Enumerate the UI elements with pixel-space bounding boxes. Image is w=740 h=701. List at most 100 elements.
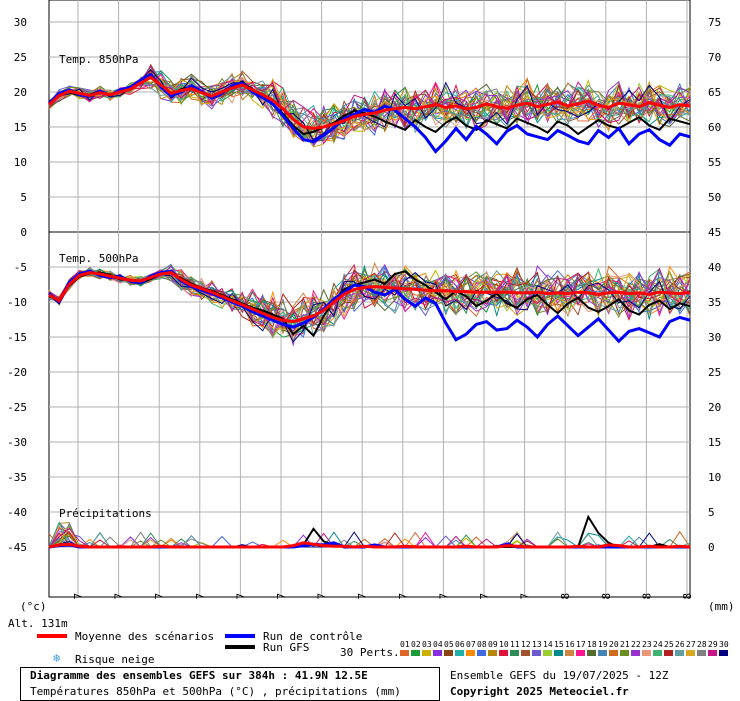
x-tick-label: 03/08 <box>640 593 653 600</box>
pert-swatch <box>609 650 618 656</box>
pert-number: 03 <box>422 640 432 649</box>
gfs-legend-swatch <box>225 645 255 649</box>
left-tick-label: -10 <box>7 296 27 309</box>
pert-swatch <box>433 650 442 656</box>
x-tick-label: 01/08 <box>559 593 572 600</box>
pert-number: 04 <box>433 640 443 649</box>
right-tick-label: 25 <box>708 366 721 379</box>
pert-swatch <box>455 650 464 656</box>
precip-mean-line <box>48 541 691 549</box>
right-tick-label: 0 <box>708 541 715 554</box>
pert-swatch <box>620 650 629 656</box>
pert-number: 26 <box>675 640 685 649</box>
t850-member-line <box>48 74 691 138</box>
pert-number: 18 <box>587 640 597 649</box>
copyright: Copyright 2025 Meteociel.fr <box>450 685 629 698</box>
x-tick-label: 02/08 <box>600 593 613 600</box>
pert-number: 28 <box>697 640 707 649</box>
pert-swatch <box>697 650 706 656</box>
left-tick-label: -45 <box>7 541 27 554</box>
pert-swatch <box>444 650 453 656</box>
pert-swatch <box>565 650 574 656</box>
ensemble-info: Ensemble GEFS du 19/07/2025 - 12Z <box>450 669 669 682</box>
pert-swatch <box>642 650 651 656</box>
pert-number: 07 <box>466 640 476 649</box>
snow-legend-label: Risque neige <box>75 653 155 666</box>
altitude-label: Alt. 131m <box>8 617 68 630</box>
left-tick-label: -20 <box>7 366 27 379</box>
right-tick-label: 35 <box>708 296 721 309</box>
x-tick-label: 25/07 <box>275 593 288 600</box>
pert-swatch <box>499 650 508 656</box>
pert-swatch <box>466 650 475 656</box>
t500-member-line <box>48 267 691 331</box>
pert-swatch <box>675 650 684 656</box>
pert-number: 15 <box>554 640 564 649</box>
control-legend-swatch <box>225 634 255 638</box>
pert-swatch <box>664 650 673 656</box>
x-tick-label: 23/07 <box>194 593 207 600</box>
pert-number: 12 <box>521 640 531 649</box>
right-tick-label: 10 <box>708 471 721 484</box>
pert-swatch <box>631 650 640 656</box>
pert-swatch <box>653 650 662 656</box>
pert-swatch <box>422 650 431 656</box>
precip-panel-label: Précipitations <box>59 507 152 520</box>
pert-swatch <box>532 650 541 656</box>
pert-swatch <box>488 650 497 656</box>
pert-number: 11 <box>510 640 520 649</box>
pert-swatch <box>554 650 563 656</box>
right-tick-label: 65 <box>708 86 721 99</box>
right-tick-label: 70 <box>708 51 721 64</box>
pert-number: 30 <box>719 640 729 649</box>
pert-number: 01 <box>400 640 410 649</box>
chart-subtitle: Températures 850hPa et 500hPa (°C) , pré… <box>30 685 401 698</box>
right-tick-label: 20 <box>708 401 721 414</box>
x-tick-label: 26/07 <box>316 593 329 600</box>
pert-swatch <box>543 650 552 656</box>
right-tick-label: 15 <box>708 436 721 449</box>
t500-mean-line <box>48 271 691 324</box>
left-tick-label: -25 <box>7 401 27 414</box>
x-tick-label: 31/07 <box>519 593 532 600</box>
pert-number: 02 <box>411 640 421 649</box>
pert-swatch <box>587 650 596 656</box>
mean-legend-swatch <box>37 634 67 638</box>
pert-number: 20 <box>609 640 619 649</box>
pert-number: 29 <box>708 640 718 649</box>
pert-swatch <box>411 650 420 656</box>
right-tick-label: 30 <box>708 331 721 344</box>
left-tick-label: 10 <box>14 156 27 169</box>
t850-mean-line <box>48 75 691 130</box>
pert-number: 23 <box>642 640 652 649</box>
pert-number: 16 <box>565 640 575 649</box>
left-tick-label: 5 <box>20 191 27 204</box>
mean-legend-label: Moyenne des scénarios <box>75 630 215 643</box>
left-tick-label: 15 <box>14 121 27 134</box>
pert-number: 08 <box>477 640 487 649</box>
pert-number: 13 <box>532 640 542 649</box>
left-tick-label: -5 <box>14 261 27 274</box>
right-tick-label: 60 <box>708 121 721 134</box>
pert-number: 10 <box>499 640 509 649</box>
pert-swatch <box>477 650 486 656</box>
pert-number: 06 <box>455 640 465 649</box>
pert-swatch <box>719 650 728 656</box>
pert-swatch <box>576 650 585 656</box>
x-tick-label: 21/07 <box>113 593 126 600</box>
chart-title: Diagramme des ensembles GEFS sur 384h : … <box>30 669 368 682</box>
x-tick-label: 29/07 <box>437 593 450 600</box>
snowflake-icon: ❄ <box>53 651 61 665</box>
pert-number: 17 <box>576 640 586 649</box>
left-tick-label: 25 <box>14 51 27 64</box>
x-tick-label: 30/07 <box>478 593 491 600</box>
gfs-legend-label: Run GFS <box>263 641 310 654</box>
control-legend-label: Run de contrôle <box>263 630 363 643</box>
left-tick-label: -35 <box>7 471 27 484</box>
pert-number: 14 <box>543 640 553 649</box>
left-tick-label: 0 <box>20 226 27 239</box>
right-unit-label: (mm) <box>708 600 735 613</box>
pert-number: 25 <box>664 640 674 649</box>
x-tick-label: 22/07 <box>153 593 166 600</box>
